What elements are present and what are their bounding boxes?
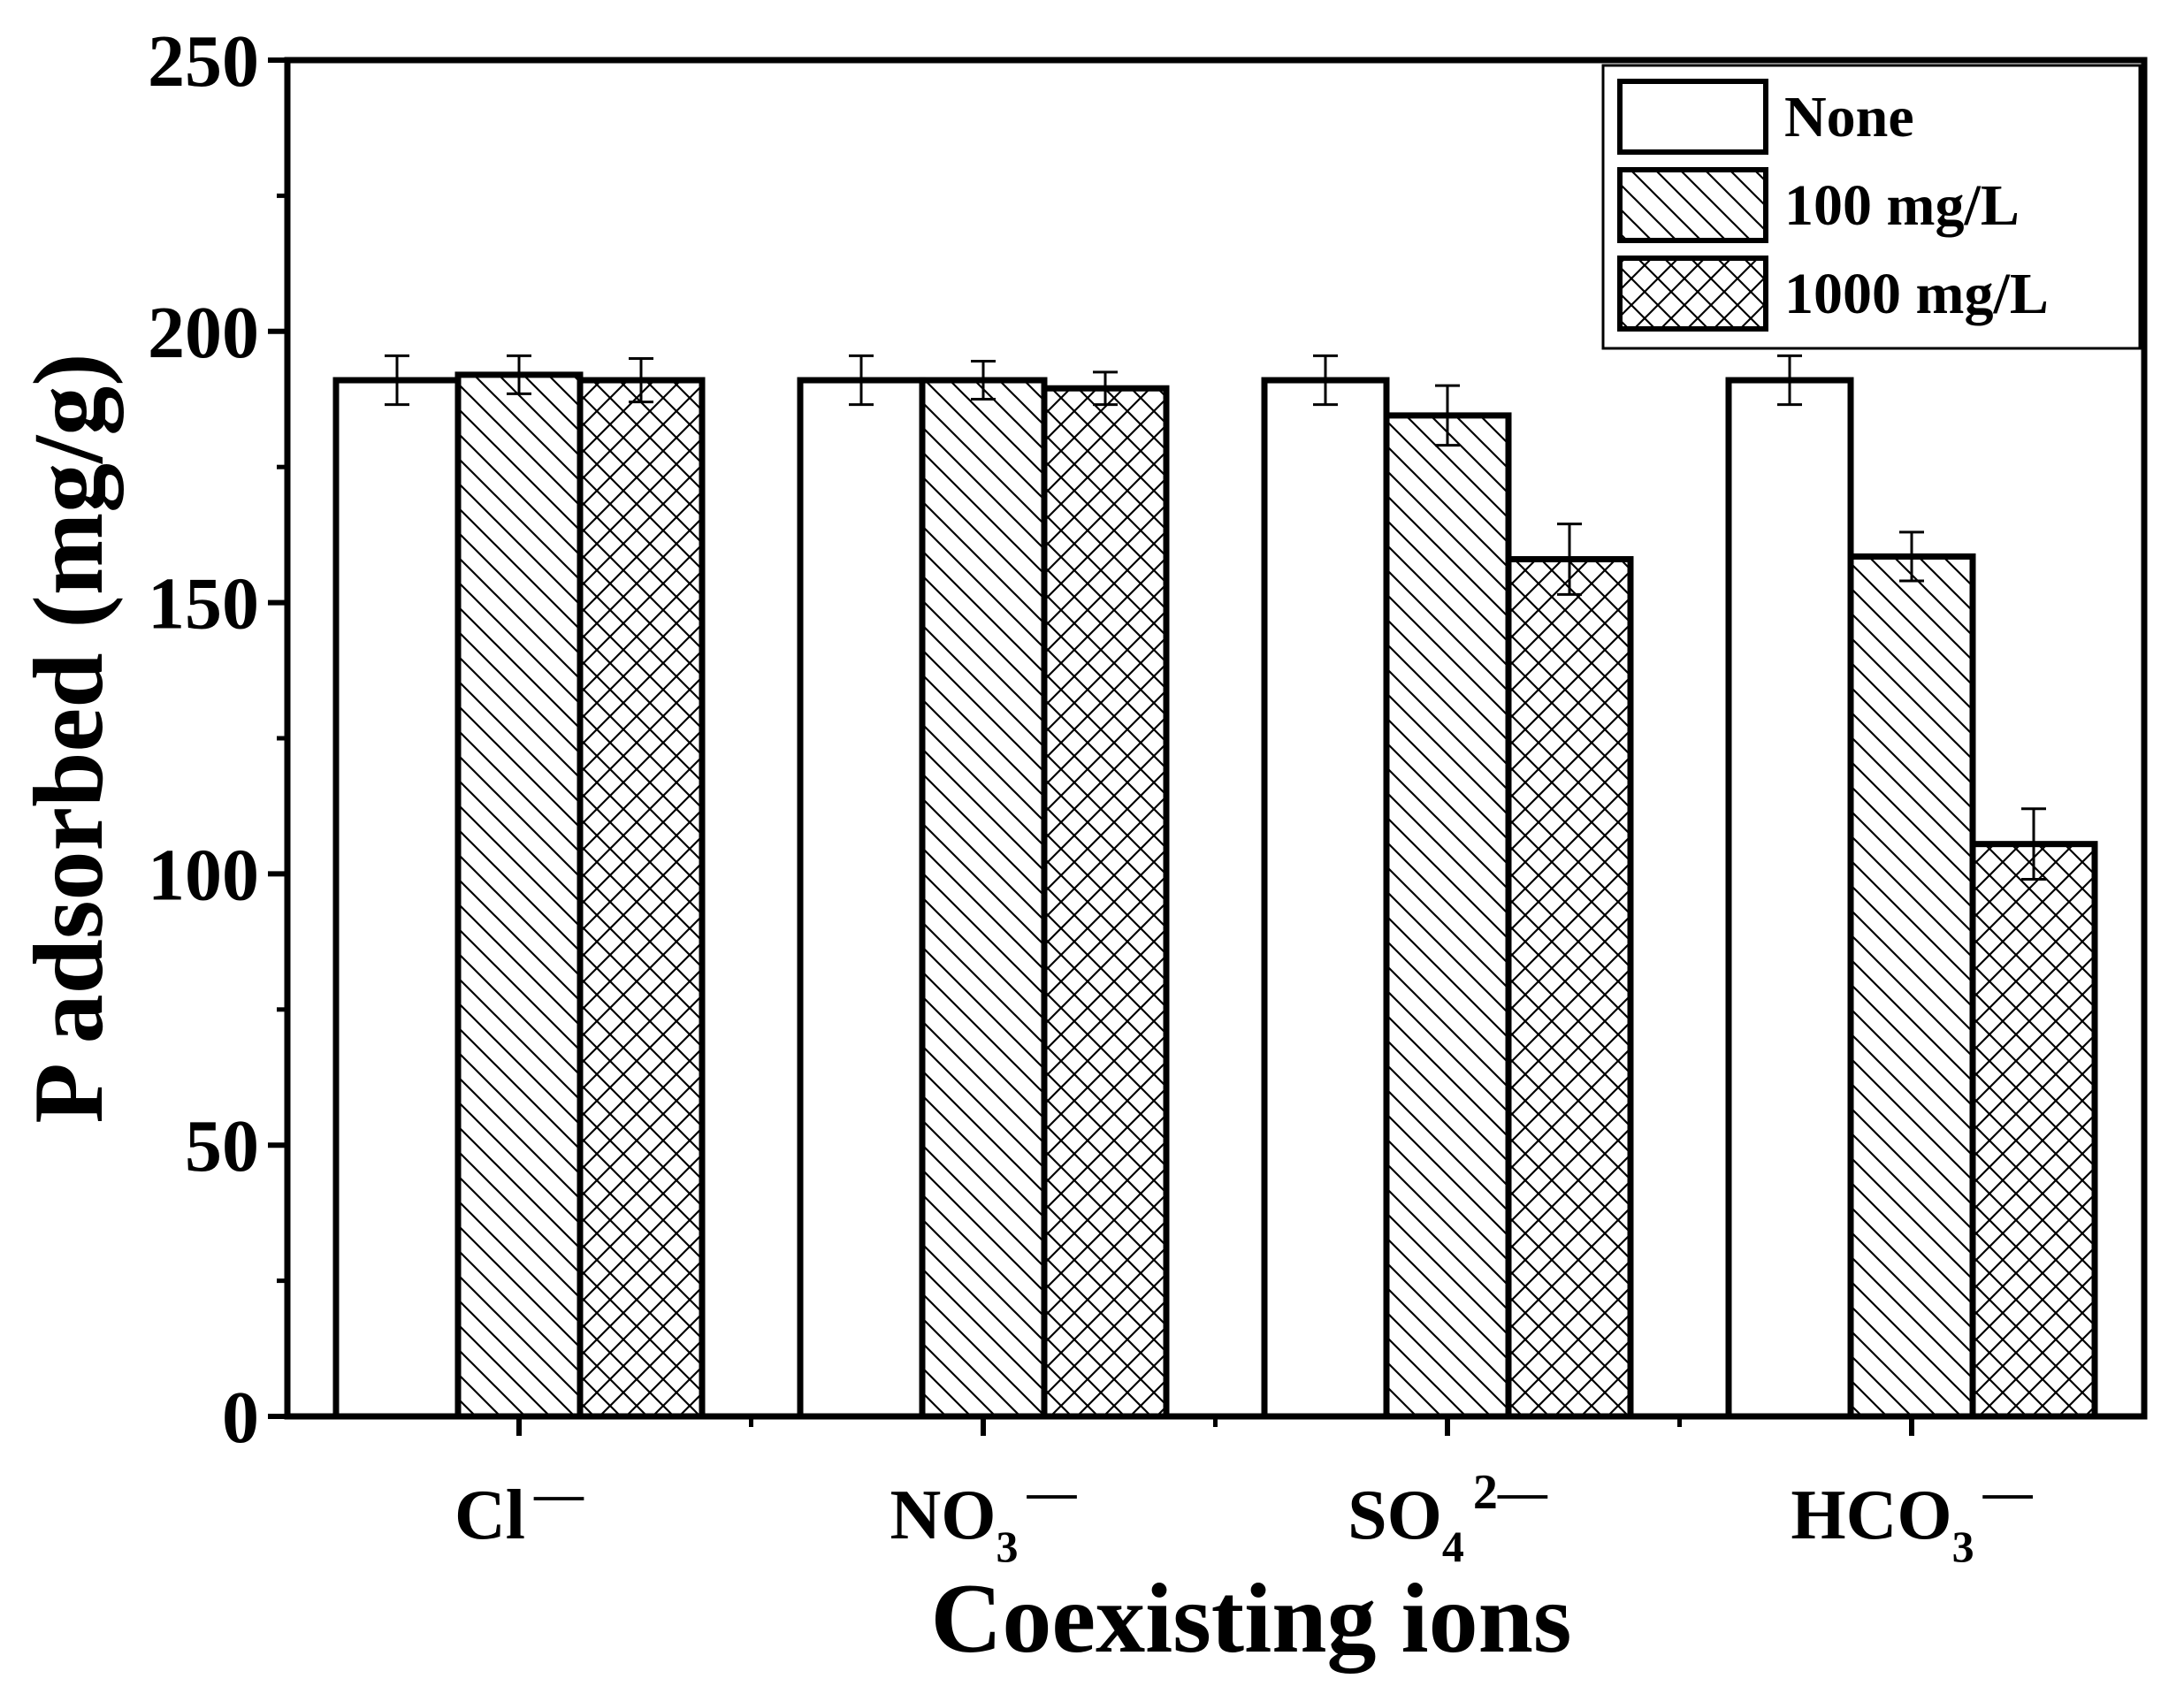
y-tick-label: 0 [222, 1377, 259, 1459]
legend-label-series-3: 1000 mg/L [1784, 262, 2049, 326]
y-axis: 0 50 100 150 200 250 [148, 20, 287, 1459]
x-tick-label: SO42— [1348, 1465, 1548, 1571]
bar-2-series-2 [919, 377, 1048, 1420]
error-bars-layer [385, 354, 2046, 881]
bar-3-series-3 [1505, 556, 1634, 1420]
error-bar-4-series-1 [1777, 354, 1802, 407]
bar-1-series-1 [332, 377, 462, 1420]
legend: None 100 mg/L 1000 mg/L [1601, 64, 2142, 350]
bar-3-series-2 [1383, 412, 1512, 1420]
legend-swatch-series-2 [1617, 167, 1768, 243]
bar-4-series-1 [1725, 377, 1854, 1420]
bar-4-series-2 [1847, 553, 1976, 1420]
error-bar-3-series-2 [1435, 384, 1460, 447]
bar-2-series-3 [1041, 385, 1170, 1420]
error-bar-4-series-2 [1899, 530, 1924, 583]
x-tick-label: Cl — [454, 1467, 584, 1554]
legend-swatch-series-1 [1617, 79, 1768, 155]
bar-4-series-3 [1969, 841, 2098, 1420]
bars-layer [332, 371, 2098, 1420]
bar-1-series-3 [577, 377, 706, 1420]
y-tick-label: 50 [185, 1105, 259, 1187]
error-bar-1-series-1 [385, 354, 409, 407]
bar-2-series-1 [797, 377, 926, 1420]
x-axis: Cl — NO3— SO42— HCO3— [454, 1416, 2034, 1571]
x-axis-title: Coexisting ions [931, 1564, 1572, 1674]
x-tick-label: HCO3— [1791, 1465, 2033, 1571]
error-bar-2-series-3 [1093, 370, 1118, 407]
error-bar-1-series-3 [629, 356, 653, 404]
y-tick-label: 250 [148, 20, 259, 103]
y-tick-label: 100 [148, 834, 259, 916]
x-tick-label: NO3— [890, 1465, 1078, 1571]
y-axis-title: P adsorbed (mg/g) [14, 353, 124, 1123]
error-bar-4-series-3 [2021, 807, 2046, 881]
legend-label-series-1: None [1784, 85, 1914, 149]
legend-label-series-2: 100 mg/L [1784, 173, 2020, 238]
error-bar-3-series-1 [1313, 354, 1338, 407]
bar-1-series-2 [454, 371, 584, 1420]
y-tick-label: 200 [148, 292, 259, 374]
bar-3-series-1 [1261, 377, 1390, 1420]
error-bar-2-series-1 [849, 354, 874, 407]
legend-swatch-series-3 [1617, 256, 1768, 332]
error-bar-3-series-3 [1557, 523, 1582, 596]
y-tick-label: 150 [148, 563, 259, 645]
error-bar-2-series-2 [971, 360, 996, 401]
error-bar-1-series-2 [507, 354, 531, 395]
